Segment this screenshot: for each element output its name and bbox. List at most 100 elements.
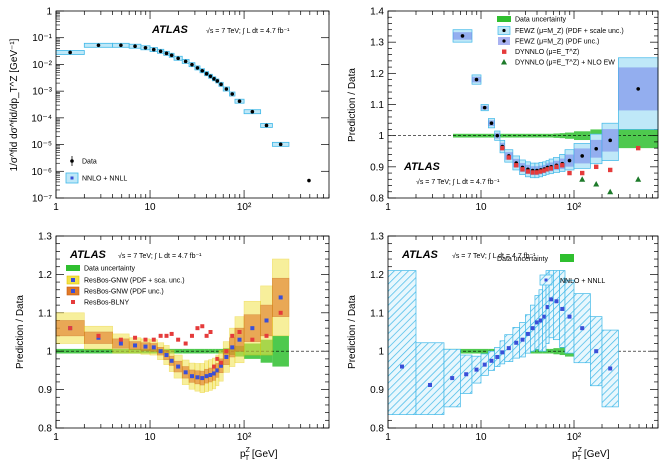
resbos-legend-full-marker	[71, 278, 75, 282]
resbos-blny-marker	[118, 337, 123, 342]
fewz-data-unc-band	[559, 133, 565, 139]
fewz-marker	[489, 121, 494, 125]
resbos-blny-marker	[169, 331, 174, 336]
x-label-p-r: p	[572, 449, 578, 460]
nnll-y-tick-label: 1	[378, 347, 384, 358]
nnll-marker	[549, 297, 554, 302]
nnll-marker	[538, 318, 543, 323]
fewz-y-tick-label: 1.1	[370, 100, 384, 111]
spectrum-data-point	[200, 68, 205, 73]
dynnlo-marker	[530, 170, 535, 175]
dynnlo-marker	[520, 167, 525, 172]
spectrum-x-tick-label: 1	[53, 202, 59, 213]
fewz-energy-label: √s = 7 TeV; ∫ L dt = 4.7 fb⁻¹	[416, 178, 500, 186]
resbos-energy-label: √s = 7 TeV; ∫ L dt = 4.7 fb⁻¹	[118, 252, 202, 260]
spectrum-legend-data-label: Data	[82, 159, 97, 166]
fewz-marker	[460, 34, 465, 38]
nnll-marker	[399, 364, 404, 369]
resbos-gnw-marker	[200, 376, 205, 381]
resbos-gnw-marker	[133, 343, 138, 348]
dynnlo-marker	[567, 170, 572, 176]
nnll-x-tick-label: 10²	[567, 432, 582, 443]
dynnlo-marker	[514, 163, 519, 168]
fewz-atlas-label: ATLAS	[403, 161, 441, 173]
nnll-marks: 0.8 0.9 1 1.1 1.2 1.3 1 10 10² Data uncertainty NN…	[370, 232, 659, 443]
nnll-marker	[545, 305, 550, 310]
fewz-x-tick-label: 10	[475, 202, 487, 213]
x-label-sub-r: T	[577, 455, 582, 462]
dynnlo-ew-marker	[593, 180, 600, 187]
resbos-blny-marker	[96, 333, 101, 338]
fewz-y-tick-label: 1.4	[370, 7, 384, 18]
spectrum-data-point	[151, 47, 156, 52]
nnll-y-tick-label: 0.9	[370, 385, 384, 396]
resbos-x-tick-label: 10	[144, 432, 156, 443]
spectrum-legend-nnlo-marker	[70, 176, 74, 180]
fewz-y-tick-label: 1.2	[370, 69, 384, 80]
fewz-data-unc-band	[512, 133, 520, 138]
spectrum-data-point	[219, 82, 223, 87]
nnll-data-unc-band	[553, 348, 560, 355]
resbos-gnw-marker	[118, 341, 123, 346]
nnll-marker	[554, 299, 559, 304]
resbos-frame	[55, 235, 330, 429]
fewz-frame	[387, 10, 659, 199]
dynnlo-ew-marker	[635, 176, 642, 182]
dynnlo-ew-marker	[579, 176, 586, 182]
fewz-data-unc-band	[530, 133, 535, 138]
nnll-marker	[567, 314, 572, 319]
resbos-gnw-marker	[208, 373, 213, 378]
fewz-legend-full-label: FEWZ (μ=M_Z) (PDF + scale unc.)	[515, 28, 624, 35]
resbos-gnw-marker	[151, 345, 156, 350]
fewz-legend-full-marker	[502, 28, 506, 33]
resbos-legend-data-unc-label: Data uncertainty	[84, 266, 135, 273]
fewz-data-unc-band	[525, 133, 531, 138]
spectrum-data-point	[250, 109, 255, 114]
spectrum-data-point	[183, 59, 188, 64]
dynnlo-marker	[593, 164, 599, 170]
nnll-frame	[387, 235, 659, 429]
nnll-marker	[525, 331, 530, 336]
fewz-data-unc-band	[574, 131, 591, 141]
dynnlo-marker	[579, 170, 585, 176]
spectrum-data-point	[96, 43, 101, 48]
resbos-blny-marker	[200, 324, 205, 329]
resbos-gnw-marker	[158, 349, 163, 354]
fewz-data-unc-band	[534, 133, 539, 138]
spectrum-data-point	[237, 99, 242, 104]
spectrum-data-point	[212, 76, 216, 81]
resbos-gnw-marker	[164, 353, 169, 358]
spectrum-data-point	[230, 92, 235, 96]
fewz-legend-dynnlo-marker	[502, 49, 507, 54]
dynnlo-marker	[538, 169, 544, 174]
fewz-marker	[482, 105, 487, 110]
spectrum-data-point	[119, 43, 123, 48]
nnll-marker	[514, 340, 519, 345]
nnll-marker	[594, 349, 599, 354]
nnll-legend-marker	[544, 278, 548, 282]
nnll-marker	[560, 306, 565, 311]
spectrum-legend-data-marker	[70, 159, 74, 163]
fewz-y-tick-label: 1.3	[370, 38, 384, 49]
resbos-legend-data-unc-swatch	[66, 265, 80, 271]
nnll-marker	[542, 314, 547, 319]
resbos-legend-blny-marker	[71, 300, 75, 304]
nnll-marker	[464, 372, 469, 377]
spectrum-data-point	[264, 123, 269, 128]
x-axis-label-right: pZ T [GeV]	[572, 447, 610, 462]
nnll-marker	[530, 326, 535, 331]
fewz-legend-data-unc-label: Data uncertainty	[515, 17, 566, 24]
spectrum-data-point	[215, 79, 220, 83]
dynnlo-marker	[607, 167, 613, 173]
spectrum-atlas-label: ATLAS	[151, 24, 189, 36]
spectrum-data-point	[278, 142, 283, 147]
fewz-marker	[608, 138, 612, 143]
dynnlo-marker	[554, 164, 559, 170]
spectrum-y-tick-label: 10⁻²	[32, 60, 52, 71]
spectrum-data-point	[143, 45, 148, 50]
resbos-blny-marker	[212, 364, 217, 369]
resbos-data-unc-band	[182, 348, 190, 354]
spectrum-data-point	[190, 62, 194, 67]
spectrum-y-tick-label: 10⁻³	[32, 87, 52, 98]
spectrum-data-point	[195, 66, 200, 70]
